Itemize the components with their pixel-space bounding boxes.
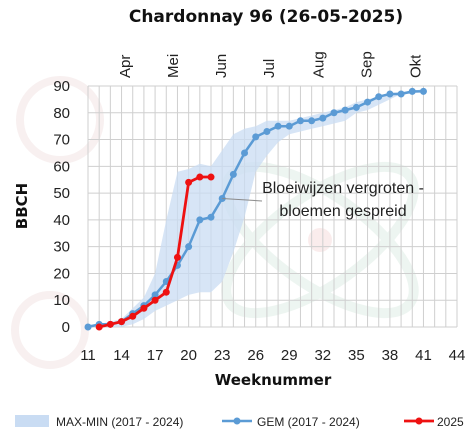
x-tick-label: 17 [147, 347, 164, 364]
y-axis-title: BBCH [13, 183, 31, 229]
data-point-gem [229, 170, 237, 178]
y-tick-label: 30 [53, 239, 70, 256]
data-point-2025 [196, 173, 204, 181]
x-tick-label: 26 [247, 347, 264, 364]
background-watermark [11, 76, 419, 369]
y-tick-label: 0 [62, 319, 70, 336]
y-tick-label: 80 [53, 105, 70, 122]
y-tick-label: 70 [53, 132, 70, 149]
x-tick-label: 11 [80, 347, 96, 364]
y-tick-label: 90 [53, 78, 70, 95]
data-point-gem [319, 114, 327, 122]
annotation-layer: Bloeiwijzen vergroten - bloemen gespreid [222, 180, 424, 220]
data-point-gem [263, 128, 271, 136]
data-point-gem [408, 87, 416, 95]
data-point-2025 [106, 320, 114, 328]
x-tick-label: 20 [180, 347, 197, 364]
legend-gem-marker [233, 417, 241, 425]
month-labels: Apr Mei Jun Jul Aug Sep Okt [117, 51, 425, 78]
data-point-2025 [140, 304, 148, 312]
x-tick-label: 41 [415, 347, 432, 364]
x-axis-title: Weeknummer [215, 371, 332, 389]
data-point-gem [151, 291, 159, 299]
legend-2025-label: 2025 [437, 415, 464, 429]
annotation-line-2: bloemen gespreid [279, 203, 406, 220]
month-label: Mei [165, 54, 182, 78]
data-point-gem [285, 122, 293, 130]
legend-band-label: MAX-MIN (2017 - 2024) [56, 415, 183, 429]
band-layer [88, 88, 424, 327]
legend: MAX-MIN (2017 - 2024) GEM (2017 - 2024) … [15, 415, 464, 429]
data-point-gem [352, 103, 360, 111]
data-point-gem [341, 106, 349, 114]
month-label: Apr [117, 55, 134, 78]
data-point-2025 [162, 288, 170, 296]
data-point-gem [308, 117, 316, 125]
y-tick-label: 60 [53, 158, 70, 175]
data-point-gem [375, 93, 383, 101]
tick-labels: 0 10 20 30 40 50 60 70 80 90 11 14 17 20 23 26 29 32 35 38 4… [53, 78, 465, 364]
data-point-gem [207, 213, 215, 221]
data-point-gem [296, 117, 304, 125]
data-point-2025 [95, 323, 103, 331]
y-tick-label: 20 [53, 265, 70, 282]
band-max-min-area [88, 88, 424, 327]
data-point-2025 [207, 173, 215, 181]
data-point-gem [397, 90, 405, 98]
data-point-gem [364, 98, 372, 106]
month-label: Sep [358, 51, 375, 78]
series-layer [84, 87, 427, 331]
data-point-gem [185, 243, 193, 251]
month-label: Jun [213, 54, 230, 78]
data-point-gem [274, 122, 282, 130]
data-point-2025 [118, 318, 126, 326]
month-label: Okt [408, 54, 425, 78]
legend-2025-marker [415, 417, 423, 425]
data-point-gem [84, 323, 92, 331]
data-point-gem [252, 133, 260, 141]
data-point-gem [330, 109, 338, 117]
y-tick-label: 10 [53, 292, 70, 309]
x-tick-label: 23 [214, 347, 231, 364]
data-point-2025 [173, 253, 181, 261]
month-label: Aug [310, 51, 327, 78]
x-tick-label: 32 [314, 347, 331, 364]
legend-band-swatch [15, 415, 49, 427]
x-tick-label: 44 [449, 347, 466, 364]
y-tick-label: 50 [53, 185, 70, 202]
y-tick-label: 40 [53, 212, 70, 229]
data-point-gem [196, 216, 204, 224]
data-point-gem [419, 87, 427, 95]
data-point-2025 [129, 312, 137, 320]
data-point-gem [241, 149, 249, 157]
x-tick-label: 29 [281, 347, 298, 364]
x-tick-label: 14 [113, 347, 130, 364]
data-point-2025 [185, 178, 193, 186]
x-tick-label: 38 [382, 347, 399, 364]
x-tick-label: 35 [348, 347, 365, 364]
annotation-line-1: Bloeiwijzen vergroten - [262, 180, 424, 197]
data-point-gem [386, 90, 394, 98]
month-label: Jul [261, 59, 278, 78]
data-point-2025 [151, 296, 159, 304]
chart-title: Chardonnay 96 (26-05-2025) [129, 7, 403, 27]
annotation-leader-line [222, 197, 263, 202]
legend-gem-label: GEM (2017 - 2024) [257, 415, 360, 429]
